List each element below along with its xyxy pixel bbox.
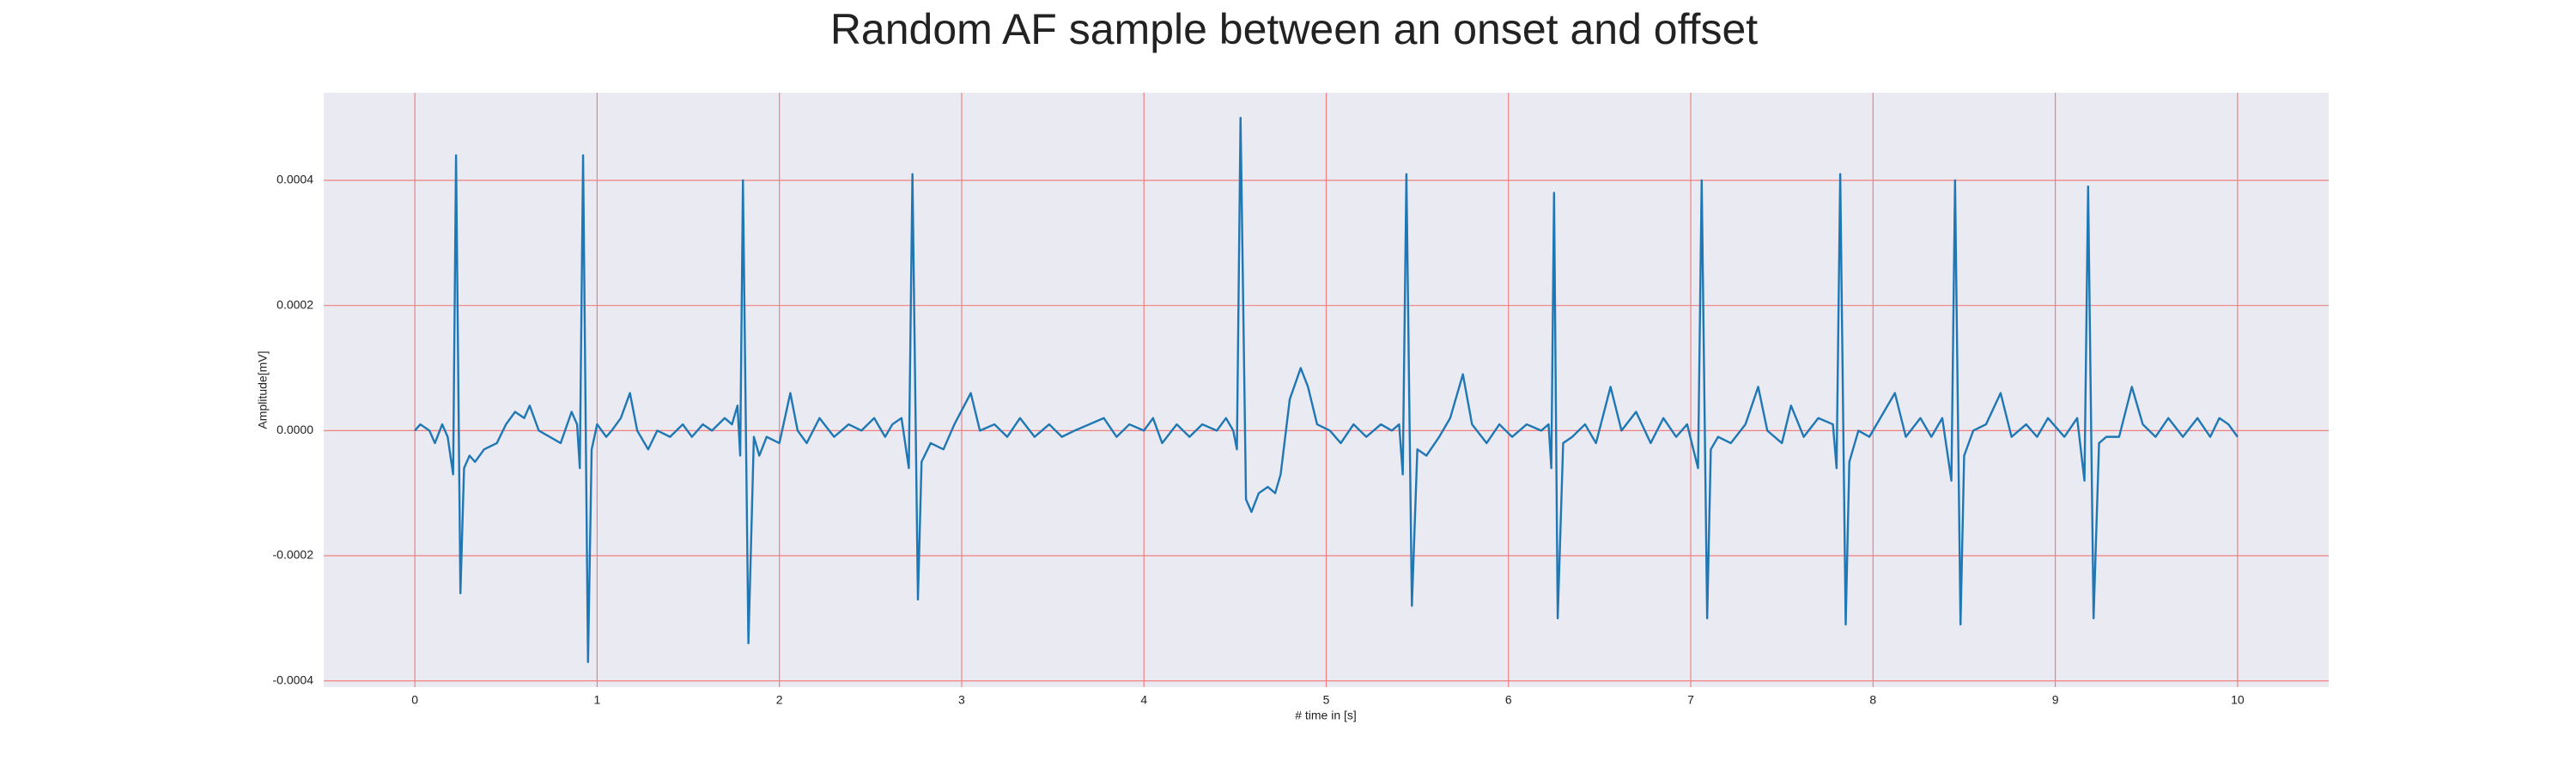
y-tick-label: -0.0002: [273, 548, 314, 562]
y-axis-label: Amplitude[mV]: [256, 350, 270, 429]
x-tick-label: 4: [1140, 693, 1147, 707]
x-tick-label: 7: [1687, 693, 1694, 707]
x-tick-label: 8: [1869, 693, 1876, 707]
x-tick-label: 6: [1505, 693, 1512, 707]
x-axis-label: # time in [s]: [1295, 709, 1357, 722]
signal-line: [414, 116, 2239, 664]
x-tick-label: 9: [2052, 693, 2059, 707]
x-tick-label: 0: [411, 693, 418, 707]
y-tick-label: 0.0000: [276, 423, 313, 436]
y-tick-label: 0.0004: [276, 173, 313, 186]
x-tick-label: 1: [594, 693, 601, 707]
chart-title: Random AF sample between an onset and of…: [830, 5, 1758, 53]
x-tick-label: 2: [776, 693, 783, 707]
x-tick-label: 3: [958, 693, 965, 707]
x-tick-label: 5: [1323, 693, 1330, 707]
y-tick-label: -0.0004: [273, 673, 314, 686]
y-tick-label: 0.0002: [276, 297, 313, 311]
x-tick-label: 10: [2231, 693, 2245, 707]
